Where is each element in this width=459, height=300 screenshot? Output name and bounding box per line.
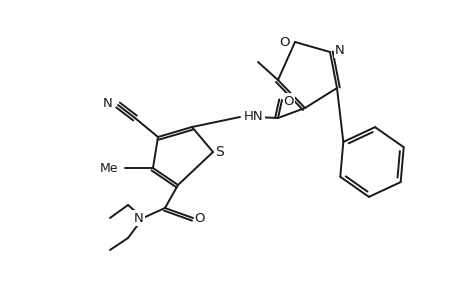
Text: O: O <box>279 35 289 49</box>
Text: Me: Me <box>99 161 118 175</box>
Text: N: N <box>103 97 113 110</box>
Text: N: N <box>334 44 344 56</box>
Text: O: O <box>194 212 205 224</box>
Text: N: N <box>134 212 144 224</box>
Text: S: S <box>215 145 224 159</box>
Text: HN: HN <box>243 110 263 122</box>
Text: O: O <box>283 94 294 107</box>
